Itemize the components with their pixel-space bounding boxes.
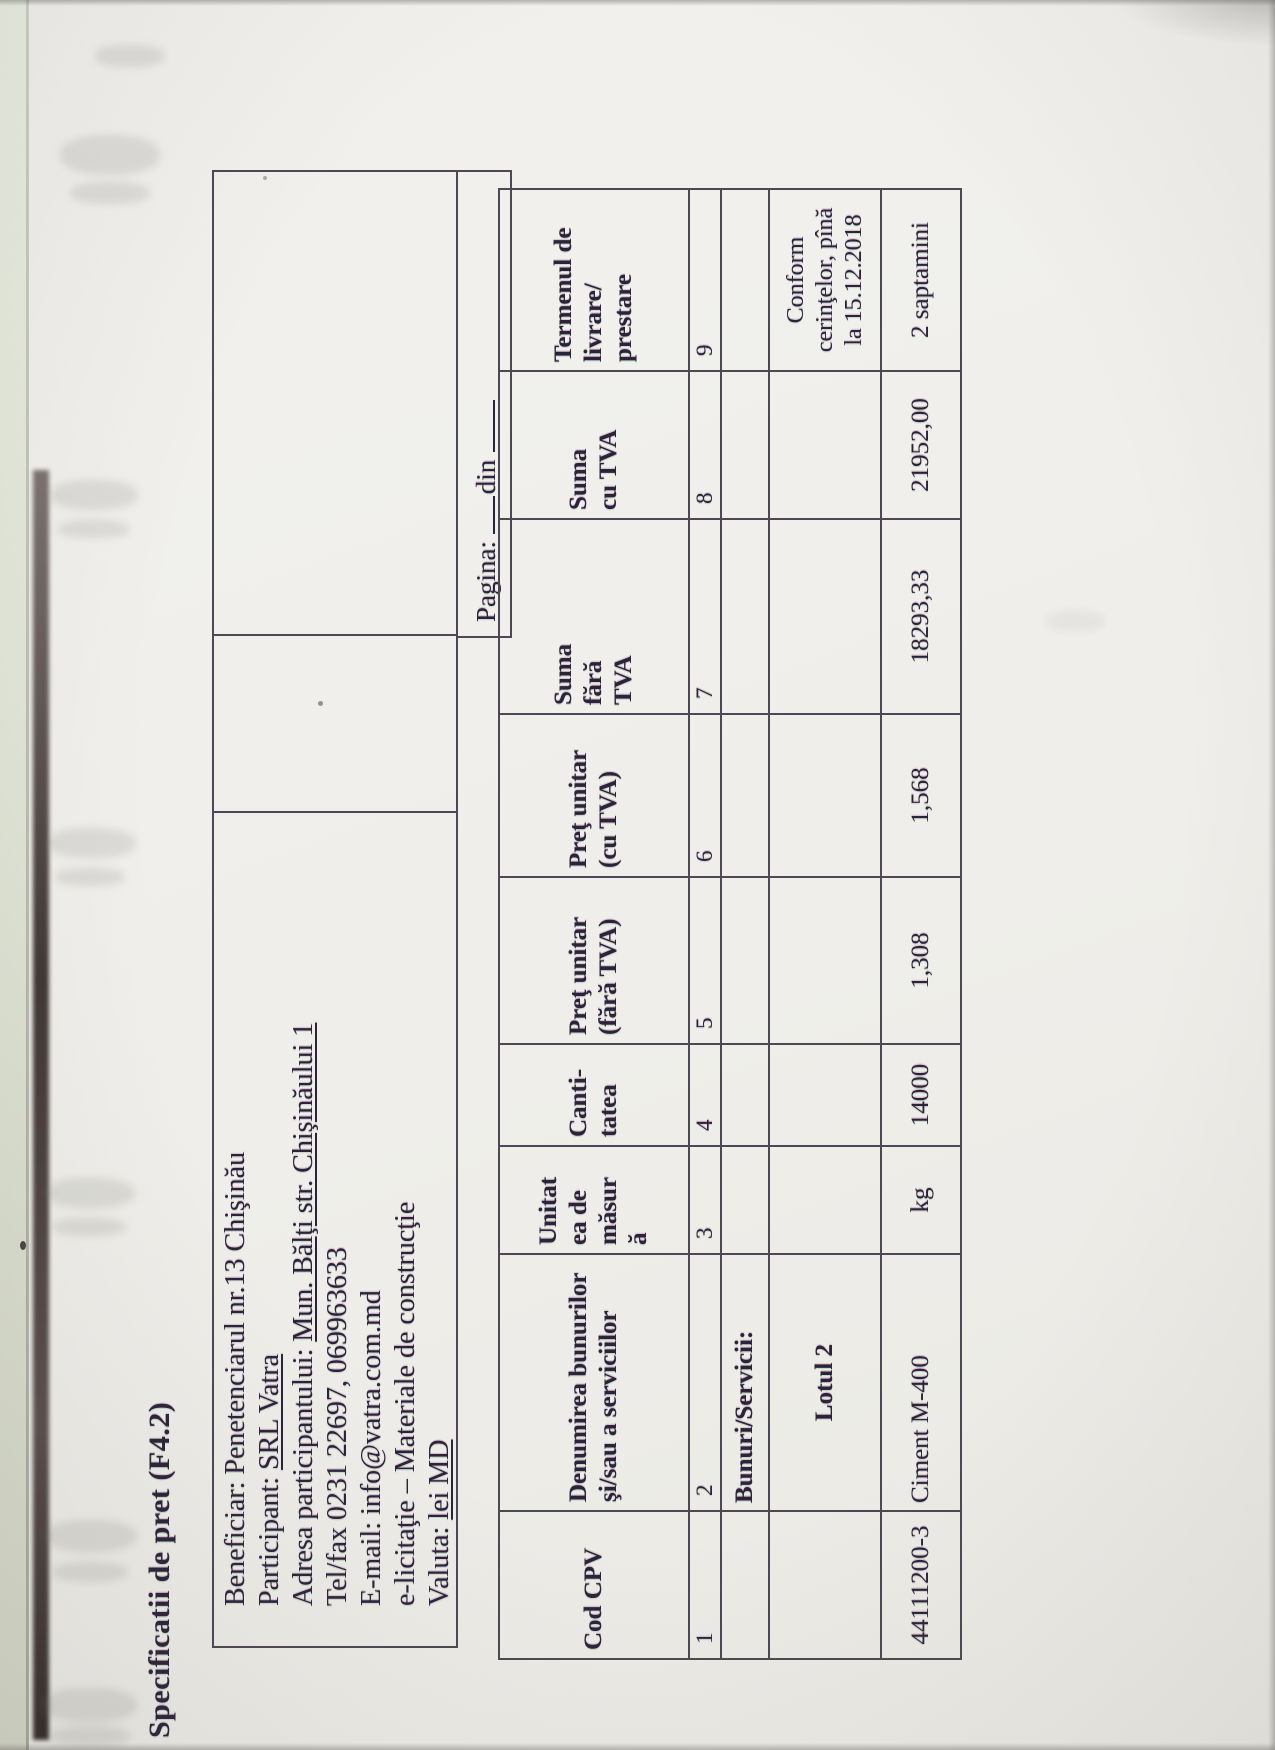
lot-row-cell xyxy=(769,877,881,1044)
column-number-cell: 4 xyxy=(689,1044,721,1146)
column-number-cell: 6 xyxy=(689,714,721,877)
item-row-cell: Ciment M-400 xyxy=(881,1254,961,1511)
table-header-cell: Canti- tatea xyxy=(499,1044,689,1146)
lot-row-cell xyxy=(769,1511,881,1659)
price-table: Cod CPV Denumirea bunurilor şi/sau a serv… xyxy=(498,188,962,1660)
header-line: Beneficiar: Penetenciarul nr.13 Chişinău xyxy=(220,1151,251,1606)
lot-row-cell xyxy=(769,519,881,714)
section-row-cell xyxy=(721,877,769,1044)
column-number-cell: 5 xyxy=(689,877,721,1044)
header-line: Adresa participantului: Mun. Bălţi str. … xyxy=(288,1022,319,1606)
pagina-din: din xyxy=(471,459,501,495)
table-header-cell: Suma fără TVA xyxy=(499,519,689,714)
table-header-cell: Suma cu TVA xyxy=(499,371,689,519)
item-row-cell: 1,308 xyxy=(881,877,961,1044)
table-header-cell: Denumirea bunurilor şi/sau a serviciilor xyxy=(499,1254,689,1511)
pagina-blank xyxy=(468,399,495,452)
table-header-cell: Termenul de livrare/ prestare xyxy=(499,189,689,371)
page-title: Specificatii de pret (F4.2) xyxy=(143,1401,176,1738)
column-number-cell: 3 xyxy=(689,1146,721,1254)
item-row-cell: 14000 xyxy=(881,1044,961,1146)
table-row: Lotul 2 Conform cerinţelor, pînă la 15.12… xyxy=(769,189,881,1659)
item-row-cell: 1,568 xyxy=(881,714,961,877)
header-line: E-mail: info@vatra.com.md xyxy=(356,1290,387,1606)
column-number-cell: 2 xyxy=(689,1254,721,1511)
section-row-cell: Bunuri/Servicii: xyxy=(721,1254,769,1511)
pagina-blank xyxy=(468,496,495,535)
lot-row-cell xyxy=(769,1146,881,1254)
table-row: 44111200-3 Ciment M-400 kg 14000 1,308 1,568 1… xyxy=(881,189,961,1659)
pagina-label: Pagina: xyxy=(471,541,501,622)
lot-row-cell xyxy=(769,714,881,877)
item-row-cell: kg xyxy=(881,1146,961,1254)
item-row-cell: 44111200-3 xyxy=(881,1511,961,1659)
header-box-divider xyxy=(214,811,456,813)
lot-row-cell xyxy=(769,371,881,519)
section-row-cell xyxy=(721,189,769,371)
table-header-cell: Preţ unitar (fără TVA) xyxy=(499,877,689,1044)
item-row-cell: 2 saptamini xyxy=(881,189,961,371)
price-table-body: Cod CPV Denumirea bunurilor şi/sau a serv… xyxy=(499,189,961,1659)
lot-row-cell: Conform cerinţelor, pînă la 15.12.2018 xyxy=(769,189,881,371)
section-row-cell xyxy=(721,714,769,877)
header-line: Tel/fax 0231 22697, 069963633 xyxy=(322,1247,353,1606)
column-number-cell: 1 xyxy=(689,1511,721,1659)
header-box-divider xyxy=(214,634,456,636)
header-line: e-licitaţie – Materiale de construcţie xyxy=(390,1201,421,1606)
header-box: Beneficiar: Penetenciarul nr.13 Chişinău… xyxy=(212,170,458,1648)
table-row: Bunuri/Servicii: xyxy=(721,189,769,1659)
section-row-cell xyxy=(721,371,769,519)
header-line: Valuta: lei MD xyxy=(424,1439,455,1606)
section-row-cell xyxy=(721,1044,769,1146)
lot-row-cell xyxy=(769,1044,881,1146)
section-row-cell xyxy=(721,1511,769,1659)
table-row: Cod CPV Denumirea bunurilor şi/sau a serv… xyxy=(499,189,689,1659)
section-row-cell xyxy=(721,1146,769,1254)
column-number-cell: 8 xyxy=(689,371,721,519)
column-number-cell: 7 xyxy=(689,519,721,714)
item-row-cell: 21952,00 xyxy=(881,371,961,519)
table-header-cell: Unitat ea de măsur ă xyxy=(499,1146,689,1254)
header-lines: Beneficiar: Penetenciarul nr.13 Chişinău… xyxy=(219,1023,457,1606)
table-header-cell: Preţ unitar (cu TVA) xyxy=(499,714,689,877)
lot-row-cell: Lotul 2 xyxy=(769,1254,881,1511)
column-number-cell: 9 xyxy=(689,189,721,371)
table-header-cell: Cod CPV xyxy=(499,1511,689,1659)
header-line: Participant: SRL Vatra xyxy=(254,1354,285,1606)
item-row-cell: 18293,33 xyxy=(881,519,961,714)
section-row-cell xyxy=(721,519,769,714)
